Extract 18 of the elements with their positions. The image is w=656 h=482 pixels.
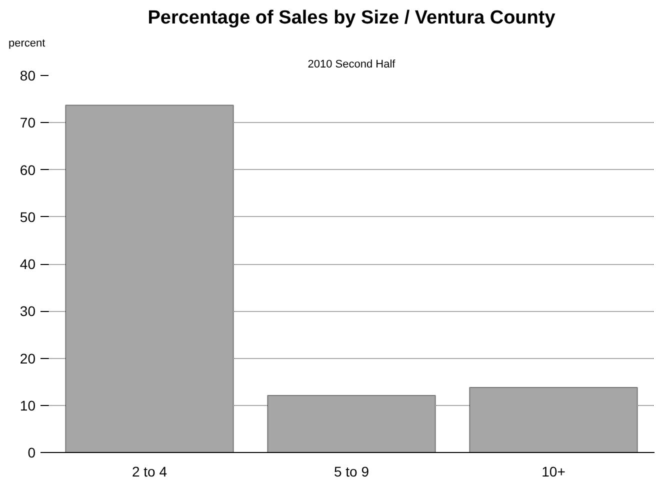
bar	[65, 104, 234, 452]
bar	[267, 394, 436, 452]
y-tick-label: 30	[20, 303, 36, 320]
y-tick-label: 10	[20, 397, 36, 414]
y-tick-label: 70	[20, 114, 36, 131]
y-tick-label: 40	[20, 256, 36, 272]
y-tick-label: 20	[20, 350, 36, 366]
y-axis-title: percent	[8, 38, 46, 50]
y-tick-label: 50	[20, 208, 36, 225]
x-tick-label: 10+	[542, 464, 566, 480]
y-tick-label: 80	[20, 68, 36, 84]
y-tick-label: 0	[28, 444, 36, 460]
x-tick-label: 5 to 9	[334, 464, 370, 480]
bar	[469, 386, 638, 452]
y-tick-label: 60	[20, 162, 36, 178]
x-tick-label: 2 to 4	[132, 464, 168, 480]
chart-subtitle: 2010 Second Half	[308, 58, 396, 70]
chart-title: Percentage of Sales by Size / Ventura County	[148, 8, 556, 28]
